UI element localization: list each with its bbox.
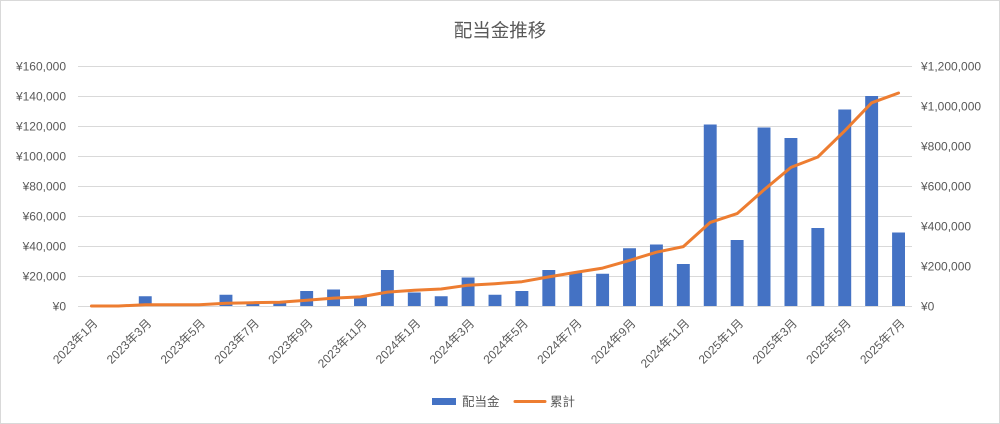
dividend-bar: [676, 264, 690, 306]
dividend-bar: [488, 294, 502, 306]
dividend-bar: [515, 291, 529, 306]
left-axis-tick-label: ¥80,000: [22, 180, 67, 194]
dividend-bar: [811, 228, 825, 306]
cumulative-line-group: [89, 91, 901, 308]
dividend-bar: [380, 270, 394, 306]
cumulative-series-line: [89, 91, 901, 308]
legend-dividend-swatch: [432, 398, 456, 405]
legend-item-dividend: 配当金: [432, 394, 500, 409]
legend-dividend-label: 配当金: [462, 394, 500, 409]
right-axis-tick-label: ¥1,200,000: [920, 60, 981, 74]
dividend-bar: [757, 127, 771, 306]
dividend-bar: [354, 297, 367, 306]
left-axis-tick-label: ¥140,000: [15, 90, 66, 104]
dividend-bar: [596, 273, 610, 306]
dividend-bar: [892, 232, 905, 306]
left-axis-tick-label: ¥100,000: [15, 150, 66, 164]
left-axis-tick-label: ¥60,000: [22, 210, 67, 224]
dividend-bar: [569, 272, 583, 306]
right-axis-tick-label: ¥200,000: [920, 260, 971, 274]
dividend-bar: [273, 303, 287, 306]
left-axis-tick-label: ¥120,000: [15, 120, 66, 134]
dividend-bar: [838, 109, 852, 306]
right-axis-labels: ¥0 ¥200,000 ¥400,000 ¥600,000 ¥800,000 ¥1,000…: [920, 60, 981, 314]
dividend-bar: [407, 292, 421, 306]
dividend-bar: [300, 291, 314, 306]
legend-item-cumulative: 累計: [513, 394, 575, 409]
left-axis-tick-label: ¥160,000: [15, 60, 66, 74]
dividend-bar: [461, 277, 475, 306]
dividend-bar: [865, 96, 879, 306]
dividend-bar: [703, 124, 717, 306]
dividend-bar: [219, 294, 233, 306]
legend-cumulative-label: 累計: [550, 394, 575, 409]
legend: 配当金 累計: [432, 394, 575, 409]
chart-title: 配当金推移: [454, 20, 547, 41]
dividend-bar: [434, 296, 448, 306]
dividend-bar: [649, 244, 663, 306]
right-axis-tick-label: ¥0: [920, 300, 935, 314]
dividend-bar: [623, 248, 636, 306]
gridlines: [78, 66, 912, 307]
left-axis-labels: ¥0 ¥20,000 ¥40,000 ¥60,000 ¥80,000 ¥100,000 ¥1…: [15, 60, 66, 314]
left-axis-tick-label: ¥20,000: [22, 270, 67, 284]
left-axis-tick-label: ¥0: [52, 300, 67, 314]
right-axis-tick-label: ¥600,000: [920, 180, 971, 194]
dividend-bar: [784, 138, 798, 306]
left-axis-tick-label: ¥40,000: [22, 240, 67, 254]
dividend-bar: [730, 240, 744, 306]
right-axis-tick-label: ¥800,000: [920, 140, 971, 154]
dividend-bar: [138, 296, 152, 306]
right-axis-tick-label: ¥1,000,000: [920, 100, 981, 114]
right-axis-tick-label: ¥400,000: [920, 220, 971, 234]
